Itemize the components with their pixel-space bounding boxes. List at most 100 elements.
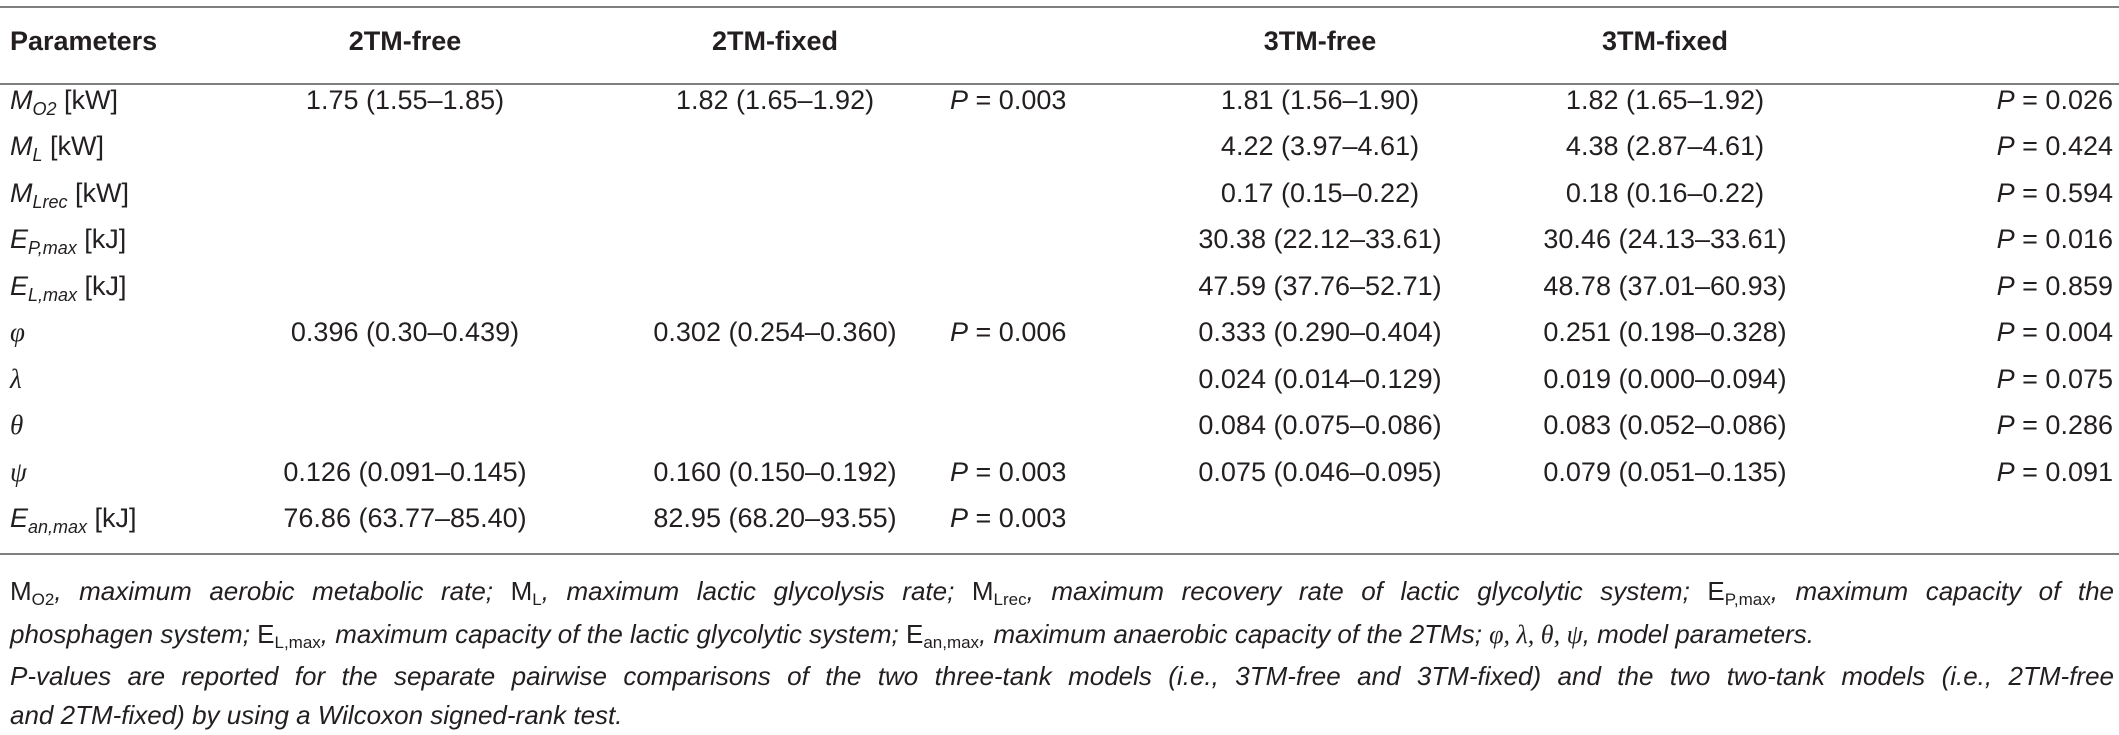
p-value-text: = 0.016: [2022, 224, 2113, 255]
value-3tm-free: 47.59 (37.76–52.71): [1198, 270, 1442, 301]
footnote-text: , maximum aerobic metabolic rate;: [54, 576, 511, 606]
footnote-line: and 2TM-fixed) by using a Wilcoxon signe…: [10, 696, 2114, 735]
p-symbol: P: [1996, 456, 2015, 487]
footnote-text: , maximum lactic glycolysis rate;: [541, 576, 972, 606]
table-row: θ 0.084 (0.075–0.086) 0.083 (0.052–0.086) P…: [0, 403, 2119, 450]
p-value-text: = 0.075: [2022, 363, 2113, 394]
table-row: EL,max [kJ] 47.59 (37.76–52.71) 48.78 (37.…: [0, 263, 2119, 310]
parameter-subscript: L,max: [28, 284, 78, 305]
footnote-text: E: [905, 618, 924, 649]
footnote-text: , maximum recovery rate of lactic glycol…: [1026, 576, 1708, 606]
table-row: EP,max [kJ] 30.38 (22.12–33.61) 30.46 (24.…: [0, 217, 2119, 264]
value-2tm-fixed: 1.82 (1.65–1.92): [675, 84, 875, 115]
parameter-symbol: λ: [10, 363, 22, 394]
header-rule: [0, 83, 2119, 85]
value-2tm-fixed: 0.160 (0.150–0.192): [653, 456, 897, 487]
value-2tm-fixed: [600, 217, 950, 264]
table-body: MO2 [kW] 1.75 (1.55–1.85) 1.82 (1.65–1.92)…: [0, 77, 2119, 542]
parameter-symbol: E: [10, 270, 29, 301]
parameter-unit: [kW]: [56, 84, 119, 115]
table-row: φ 0.396 (0.30–0.439) 0.302 (0.254–0.360) P …: [0, 310, 2119, 357]
value-3tm-fixed: 0.019 (0.000–0.094): [1543, 363, 1787, 394]
footnote-subscript: L,max: [274, 632, 321, 652]
p-value-text: = 0.006: [975, 317, 1067, 348]
footnote-subscript: O2: [31, 590, 55, 609]
p-symbol: P: [1996, 177, 2015, 208]
parameter-unit: [kW]: [67, 177, 130, 208]
parameter-cell: φ: [0, 310, 210, 357]
footnote-text: and 2TM-fixed) by using a Wilcoxon signe…: [10, 699, 623, 730]
parameter-unit: [kJ]: [76, 224, 127, 255]
value-2tm-free: 1.75 (1.55–1.85): [305, 84, 505, 115]
value-2tm-free: [210, 263, 600, 310]
value-3tm-free: 0.075 (0.046–0.095): [1198, 456, 1442, 487]
value-3tm-fixed: 30.46 (24.13–33.61): [1543, 224, 1787, 255]
footnote-text: φ, λ, θ, ψ: [1489, 619, 1583, 649]
value-2tm-free: [210, 217, 600, 264]
p-value-2tm: [950, 170, 1155, 217]
parameter-subscript: Lrec: [32, 191, 68, 212]
p-value-text: = 0.003: [975, 503, 1067, 534]
parameter-symbol: E: [10, 503, 29, 534]
value-2tm-free: [210, 170, 600, 217]
footnote-text: E: [1707, 576, 1725, 606]
value-2tm-fixed: 0.302 (0.254–0.360): [653, 317, 897, 348]
header-2tm-free: 2TM-free: [348, 26, 462, 56]
parameter-cell: ML [kW]: [0, 124, 210, 171]
p-value-text: = 0.026: [2022, 84, 2113, 115]
parameter-symbol: φ: [10, 317, 25, 348]
p-symbol: P: [1996, 410, 2015, 441]
table-row: ψ 0.126 (0.091–0.145) 0.160 (0.150–0.192) P…: [0, 449, 2119, 496]
value-3tm-fixed: 48.78 (37.01–60.93): [1543, 270, 1787, 301]
table-row: Ean,max [kJ] 76.86 (63.77–85.40) 82.95 (68…: [0, 496, 2119, 543]
value-2tm-free: 76.86 (63.77–85.40): [283, 503, 527, 534]
parameter-cell: ψ: [0, 449, 210, 496]
parameter-cell: EL,max [kJ]: [0, 263, 210, 310]
header-row: Parameters 2TM-free 2TM-fixed 3TM-free 3…: [0, 0, 2119, 77]
footnote-subscript: L: [532, 590, 542, 609]
parameter-cell: Ean,max [kJ]: [0, 496, 210, 543]
footnote-text: M: [971, 576, 994, 606]
parameter-symbol: θ: [10, 410, 24, 441]
p-symbol: P: [950, 84, 969, 115]
parameter-symbol: ψ: [10, 456, 27, 487]
value-2tm-fixed: [600, 403, 950, 450]
value-2tm-fixed: [600, 356, 950, 403]
footnote-line: P-values are reported for the separate p…: [10, 657, 2114, 696]
p-symbol: P: [1996, 131, 2015, 162]
p-value-3tm: P = 0.594: [1845, 170, 2119, 217]
p-symbol: P: [1996, 317, 2015, 348]
p-symbol: P: [950, 456, 969, 487]
p-value-text: = 0.594: [2022, 177, 2113, 208]
value-3tm-free: 4.22 (3.97–4.61): [1220, 131, 1420, 162]
value-3tm-free: 30.38 (22.12–33.61): [1198, 224, 1442, 255]
value-3tm-fixed: 4.38 (2.87–4.61): [1565, 131, 1765, 162]
footnote-text: P-values are reported for the separate p…: [10, 661, 2114, 691]
p-symbol: P: [1996, 270, 2015, 301]
parameter-cell: MLrec [kW]: [0, 170, 210, 217]
p-value-2tm: [950, 263, 1155, 310]
footnote-text: M: [510, 576, 533, 606]
p-value-3tm: P = 0.859: [1845, 263, 2119, 310]
p-symbol: P: [1996, 224, 2015, 255]
p-value-2tm: [950, 124, 1155, 171]
p-value-3tm: P = 0.091: [1845, 449, 2119, 496]
value-2tm-fixed: 82.95 (68.20–93.55): [653, 503, 897, 534]
footnote-text: , maximum capacity of the: [1770, 576, 2115, 606]
table-footnote: MO2, maximum aerobic metabolic rate; ML,…: [10, 572, 2114, 734]
parameter-subscript: L: [32, 145, 43, 166]
footnote-text: , maximum anaerobic capacity of the 2TMs…: [979, 618, 1490, 649]
parameters-table: Parameters 2TM-free 2TM-fixed 3TM-free 3…: [0, 0, 2119, 542]
value-2tm-free: [210, 356, 600, 403]
parameter-cell: θ: [0, 403, 210, 450]
footnote-text: M: [10, 576, 32, 606]
p-symbol: P: [950, 503, 969, 534]
parameter-unit: [kJ]: [87, 503, 137, 534]
parameter-cell: EP,max [kJ]: [0, 217, 210, 264]
value-2tm-free: [210, 124, 600, 171]
p-value-3tm: [1845, 496, 2119, 543]
p-value-text: = 0.003: [975, 84, 1067, 115]
value-3tm-free: [1155, 496, 1485, 543]
parameter-subscript: an,max: [28, 517, 88, 538]
p-value-3tm: P = 0.004: [1845, 310, 2119, 357]
